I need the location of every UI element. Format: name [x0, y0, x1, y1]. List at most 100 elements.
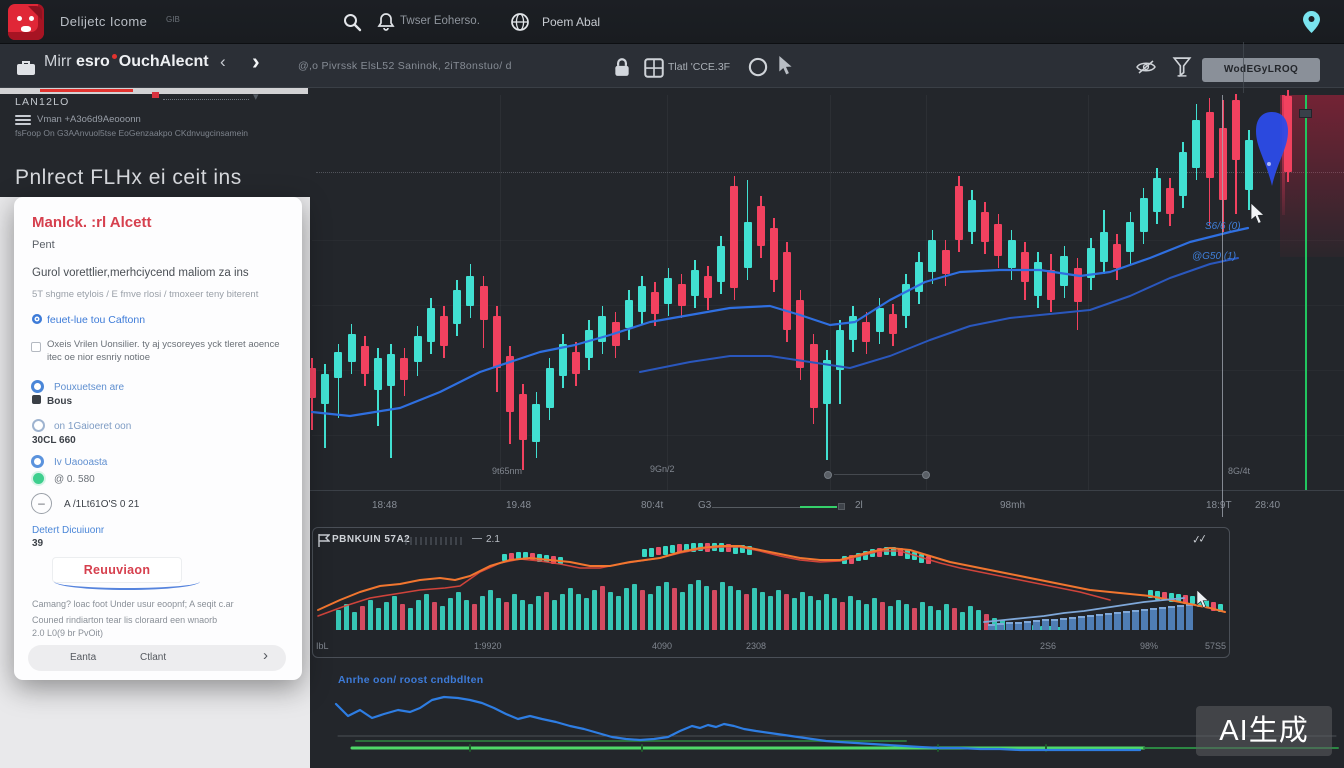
nav-help-label[interactable]: Poem Abal	[542, 15, 601, 29]
mini-candle-mark	[502, 554, 507, 561]
filter-funnel-icon[interactable]	[1172, 57, 1192, 77]
indicator-axis-label: 98%	[1140, 641, 1159, 651]
range-slider-track[interactable]	[834, 474, 924, 475]
checkbox[interactable]	[31, 342, 41, 352]
histogram-bar	[408, 608, 413, 630]
app-logo[interactable]	[8, 4, 44, 40]
gridline	[1088, 95, 1089, 490]
indicator-flag-icon[interactable]	[318, 534, 330, 547]
histogram-bar	[504, 602, 509, 630]
mini-candle-mark	[919, 554, 924, 563]
range-slider-knob[interactable]	[922, 471, 930, 479]
candle	[836, 330, 844, 370]
footer-cancel-button[interactable]: Eanta	[70, 652, 97, 663]
signal-bar	[1078, 616, 1085, 630]
option-2-label[interactable]: on 1Gaioeret oon	[54, 421, 132, 432]
option-1-label[interactable]: Pouxuetsen are	[54, 382, 125, 393]
time-axis-label: 98mh	[1000, 500, 1026, 511]
inchart-label: 9Gn/2	[650, 464, 675, 474]
footer-chevron[interactable]: ›	[263, 647, 268, 664]
cursor-tool-icon[interactable]	[776, 56, 796, 76]
symbol-title[interactable]: Mirr esro OuchAlecnt	[44, 53, 209, 71]
mini-candle-mark	[698, 543, 703, 551]
quantity-stepper[interactable]: –	[31, 493, 52, 514]
settings-button[interactable]: WodEGyLROQ	[1202, 58, 1320, 82]
lock-icon[interactable]	[612, 57, 632, 77]
histogram-bar	[640, 590, 645, 630]
candle	[321, 374, 330, 404]
mini-candle-mark	[719, 543, 724, 552]
signal-bar	[1168, 606, 1175, 630]
globe-icon[interactable]	[510, 12, 530, 32]
range-slider-knob[interactable]	[824, 471, 832, 479]
interval-label[interactable]: Tlatl 'CCE.3F	[668, 61, 731, 73]
option-3-label[interactable]: Iv Uaooasta	[54, 457, 108, 468]
histogram-bar	[1056, 627, 1061, 630]
indicator-title[interactable]: PBNKUIN 57A2	[332, 534, 411, 545]
mini-candle-mark	[1218, 604, 1223, 612]
panel-description: fsFoop On G3AAnvuol5tse EoGenzaakpo CKdn…	[15, 128, 248, 138]
candle	[1060, 256, 1069, 286]
histogram-bar	[928, 606, 933, 630]
chevron-down-icon[interactable]: ▾	[253, 91, 259, 103]
search-icon[interactable]	[342, 12, 362, 32]
fine-print-line: Couned rindiarton tear lis cloraard een …	[32, 615, 218, 625]
circle-icon[interactable]	[748, 57, 768, 77]
location-pin-icon[interactable]	[1303, 11, 1320, 33]
forward-arrow[interactable]: ›	[252, 48, 260, 74]
candle	[519, 394, 528, 440]
histogram-bar	[464, 600, 469, 630]
modal-title: Manlck. :rl Alcett	[32, 214, 152, 231]
mini-candle-mark	[926, 556, 931, 564]
briefcase-icon[interactable]	[16, 58, 36, 78]
eye-off-icon[interactable]	[1136, 57, 1156, 77]
modal-body-text: Gurol vorettlier,merhciycend maliom za i…	[32, 267, 249, 279]
nav-alerts-label[interactable]: Twser Eoherso.	[400, 15, 480, 27]
histogram-bar	[792, 598, 797, 630]
ai-watermark: AI生成	[1196, 706, 1332, 756]
mini-candle-mark	[1190, 596, 1195, 604]
grid-icon[interactable]	[644, 58, 664, 78]
left-panel-header	[0, 88, 310, 197]
histogram-bar	[872, 598, 877, 630]
watchlist-label[interactable]: LAN12LO	[15, 96, 70, 108]
histogram-bar	[512, 594, 517, 630]
signal-bar	[1087, 615, 1094, 630]
line-drag-handle[interactable]	[1299, 109, 1312, 118]
gridline	[500, 95, 501, 490]
candle	[1007, 240, 1016, 268]
histogram-bar	[360, 606, 365, 630]
detail-label[interactable]: Detert Dicuiuonr	[32, 525, 105, 536]
toggle-on-icon[interactable]	[33, 473, 44, 484]
footer-confirm-button[interactable]: Ctlant	[140, 652, 167, 663]
candle	[1020, 252, 1029, 282]
mini-candle-mark	[905, 550, 910, 559]
indicator-settings-icon[interactable]: ✓✓	[1191, 533, 1206, 547]
menu-icon[interactable]	[15, 115, 31, 126]
candle	[1034, 262, 1042, 296]
mini-candle-mark	[523, 552, 528, 560]
gridline	[312, 435, 1344, 436]
histogram-bar	[488, 590, 493, 630]
axis-knob[interactable]	[838, 503, 845, 510]
radio-option-1[interactable]	[31, 380, 44, 393]
mini-candle-mark	[849, 555, 854, 564]
fine-print-line: Camang? loac foot Under usur eoopnf; A s…	[32, 599, 234, 609]
chart-marker-balloon[interactable]	[1256, 112, 1288, 188]
mini-candle-mark	[705, 543, 710, 552]
notifications-icon[interactable]	[376, 12, 396, 32]
candle	[624, 300, 633, 328]
histogram-bar	[520, 600, 525, 630]
modal-link[interactable]: feuet-lue tou Caftonn	[32, 314, 145, 326]
gridline	[312, 240, 1344, 241]
histogram-bar	[712, 590, 717, 630]
radio-option-3[interactable]	[31, 455, 44, 468]
signal-bar	[1096, 614, 1103, 630]
axis-green-segment	[800, 506, 837, 508]
mini-candle-mark	[691, 543, 696, 552]
back-chevron[interactable]: ‹	[220, 52, 226, 71]
histogram-bar	[968, 606, 973, 630]
histogram-bar	[896, 600, 901, 630]
radio-option-2[interactable]	[32, 419, 45, 432]
